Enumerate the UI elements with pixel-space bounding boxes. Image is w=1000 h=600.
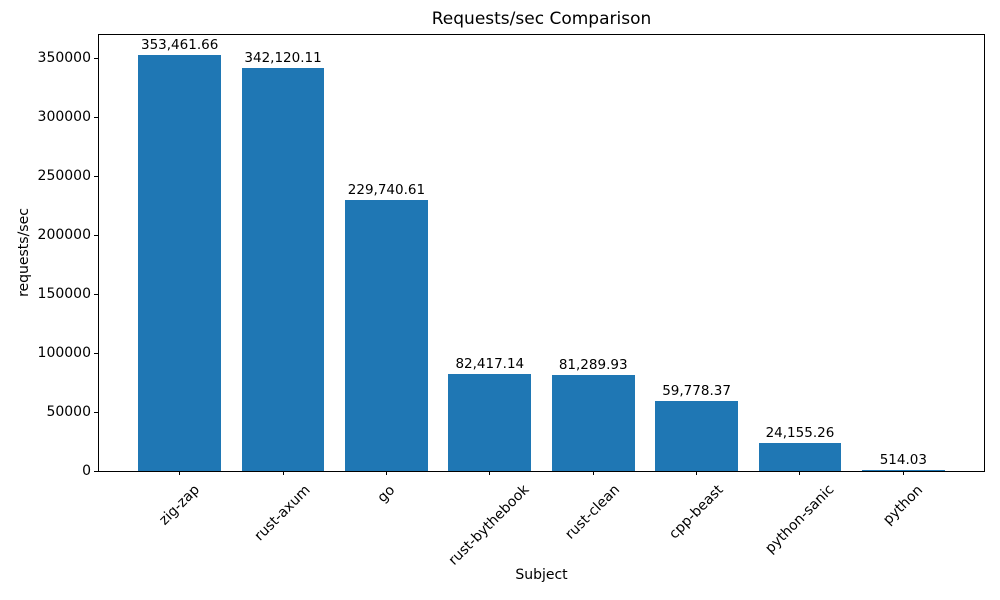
x-tick <box>179 471 181 475</box>
y-tick <box>94 58 98 60</box>
x-tick-label: rust-clean <box>562 481 624 543</box>
x-tick <box>592 471 594 475</box>
y-tick <box>94 352 98 354</box>
y-tick-label: 150000 <box>37 285 91 302</box>
x-tick <box>696 471 698 475</box>
x-tick-label: rust-bythebook <box>445 482 533 569</box>
bar-python-sanic <box>758 442 842 471</box>
chart-title: Requests/sec Comparison <box>431 9 652 29</box>
x-tick-label: go <box>374 481 399 506</box>
x-tick-label: zig-zap <box>155 481 203 529</box>
y-tick <box>94 235 98 236</box>
bar-zig-zap <box>138 54 222 471</box>
bar-python <box>861 470 945 471</box>
y-tick-label: 100000 <box>37 344 91 361</box>
x-tick-label: python-sanic <box>762 481 838 558</box>
y-tick <box>94 293 98 295</box>
y-tick-label: 350000 <box>37 50 91 67</box>
bar-rust-axum <box>241 68 325 471</box>
x-tick <box>489 471 491 475</box>
bar-value-label: 82,417.14 <box>455 355 525 372</box>
y-tick <box>94 411 98 413</box>
plot-area <box>98 34 985 472</box>
x-tick-label: cpp-beast <box>666 481 727 543</box>
y-tick-label: 0 <box>82 462 91 479</box>
y-tick-label: 200000 <box>37 227 91 243</box>
y-tick <box>94 117 98 119</box>
bar-value-label: 514.03 <box>879 452 927 468</box>
x-tick-label: rust-axum <box>251 482 314 545</box>
x-tick <box>799 471 801 475</box>
bar-value-label: 353,461.66 <box>141 36 219 53</box>
y-tick <box>94 176 98 178</box>
x-axis-label: Subject <box>515 567 568 583</box>
bar-cpp-beast <box>655 400 738 471</box>
y-tick-label: 300000 <box>37 109 91 126</box>
bar-rust-clean <box>551 375 635 471</box>
x-tick <box>385 471 387 475</box>
bar-rust-bythebook <box>448 373 532 471</box>
y-axis-label: requests/sec <box>15 208 32 297</box>
bar-value-label: 59,778.37 <box>662 382 731 399</box>
x-tick-label: python <box>879 481 926 528</box>
y-tick <box>94 470 98 472</box>
bar-go <box>345 200 428 471</box>
bar-value-label: 229,740.61 <box>347 182 426 199</box>
bar-value-label: 342,120.11 <box>244 50 322 67</box>
y-tick-label: 250000 <box>37 168 91 185</box>
x-tick <box>282 471 284 475</box>
bar-value-label: 81,289.93 <box>558 357 628 374</box>
x-tick <box>902 471 904 475</box>
bar-value-label: 24,155.26 <box>765 424 835 441</box>
y-tick-label: 50000 <box>46 403 91 420</box>
